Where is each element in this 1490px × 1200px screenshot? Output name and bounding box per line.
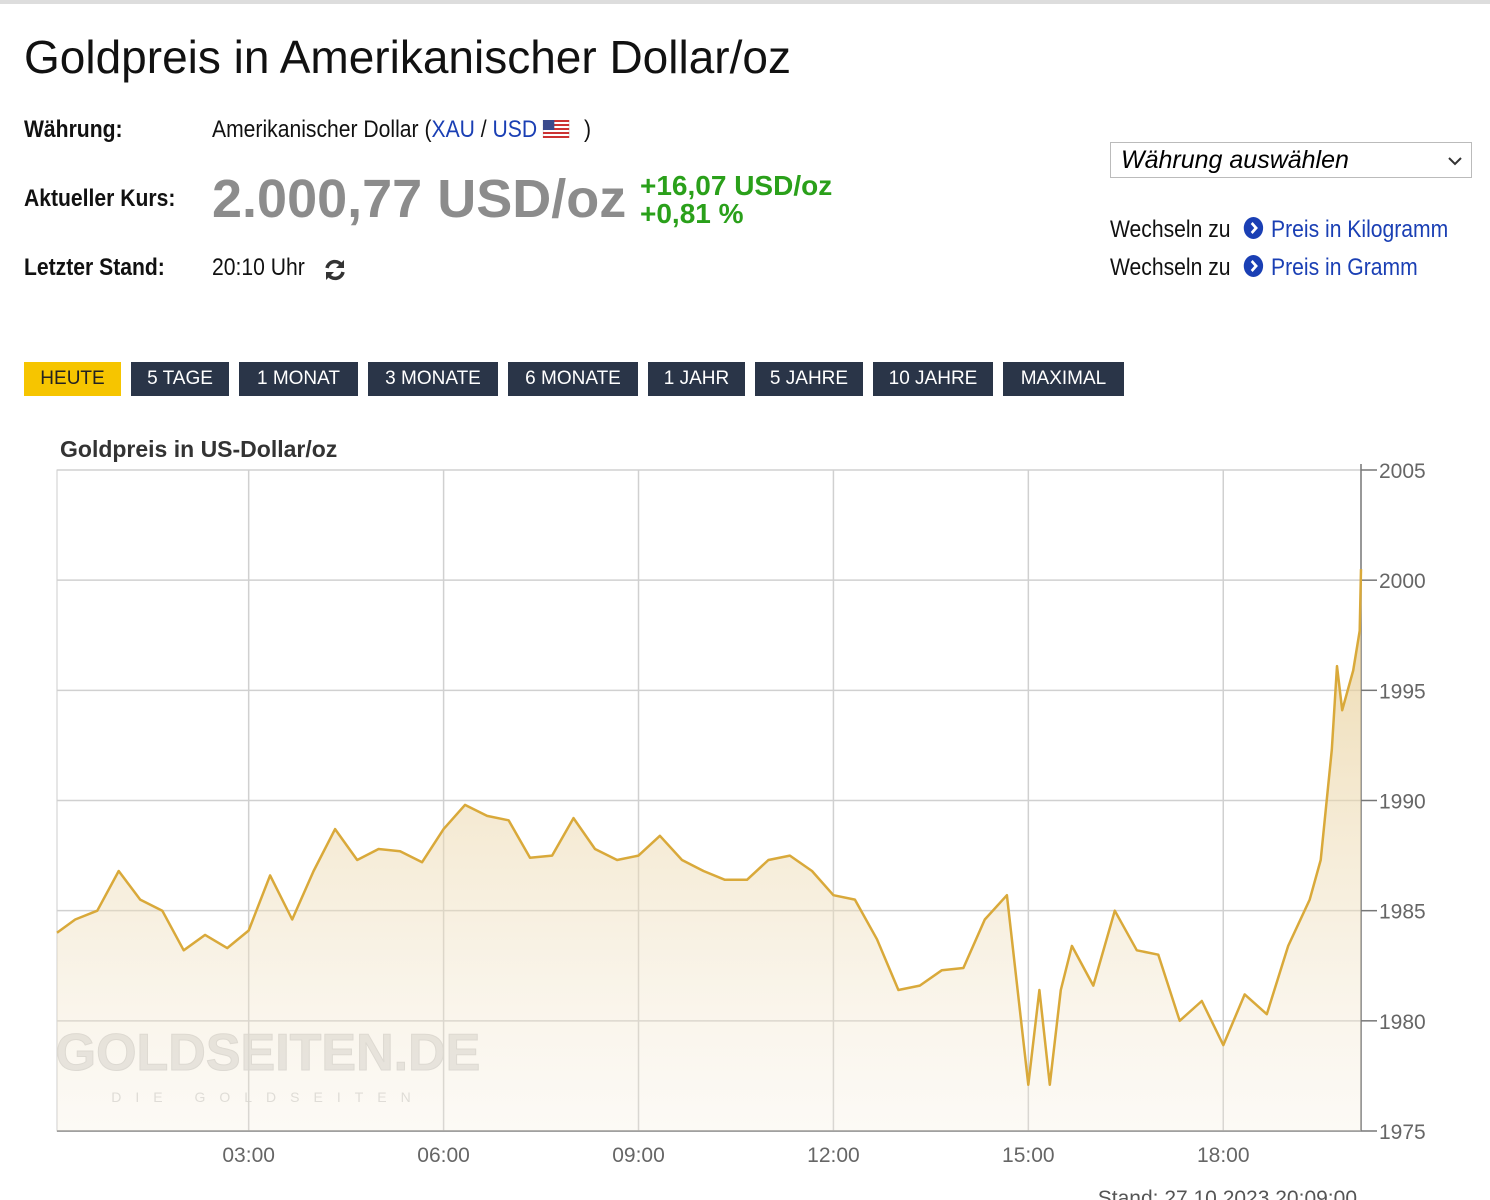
us-flag bbox=[542, 119, 570, 139]
switch-link[interactable]: Preis in Kilogramm bbox=[1271, 216, 1449, 243]
y-tick-label: 1975 bbox=[1379, 1121, 1426, 1144]
x-tick-label: 09:00 bbox=[612, 1144, 665, 1167]
area-fill bbox=[57, 569, 1361, 1131]
updated-label: Letzter Stand: bbox=[24, 254, 165, 281]
x-tick-label: 18:00 bbox=[1197, 1144, 1250, 1167]
top-border bbox=[0, 0, 1490, 4]
close-paren: ) bbox=[584, 116, 592, 143]
price-label: Aktueller Kurs: bbox=[24, 185, 176, 212]
arrow-icon bbox=[1243, 217, 1264, 239]
chart: Goldpreis in US-Dollar/oz GOLDSEITEN.DED… bbox=[55, 436, 1426, 1200]
refresh-icon[interactable] bbox=[322, 257, 348, 283]
price-line bbox=[56, 569, 1363, 1086]
change-percent: +0,81 % bbox=[640, 198, 744, 229]
y-tick-label: 2005 bbox=[1379, 460, 1426, 483]
range-tab[interactable]: 6 MONATE bbox=[508, 362, 638, 396]
y-tick-label: 2000 bbox=[1379, 570, 1426, 593]
arrow-icon bbox=[1243, 255, 1264, 277]
x-tick-label: 03:00 bbox=[222, 1144, 275, 1167]
x-tick-label: 12:00 bbox=[807, 1144, 860, 1167]
currency-label: Währung: bbox=[24, 116, 123, 143]
y-tick-label: 1985 bbox=[1379, 901, 1426, 924]
updated-time: 20:10 Uhr bbox=[212, 254, 305, 281]
dropdown-arrow bbox=[1448, 157, 1462, 166]
switch-prefix: Wechseln zu bbox=[1110, 254, 1231, 281]
range-tab[interactable]: MAXIMAL bbox=[1003, 362, 1124, 396]
range-tab[interactable]: 1 MONAT bbox=[239, 362, 358, 396]
y-tick-label: 1980 bbox=[1379, 1011, 1426, 1034]
range-tab[interactable]: 1 JAHR bbox=[648, 362, 745, 396]
change-absolute: +16,07 USD/oz bbox=[640, 170, 833, 201]
chart-title: Goldpreis in US-Dollar/oz bbox=[60, 436, 337, 462]
range-tab[interactable]: 3 MONATE bbox=[368, 362, 498, 396]
range-tab[interactable]: 10 JAHRE bbox=[873, 362, 993, 396]
current-price: 2.000,77 USD/oz bbox=[212, 169, 627, 229]
y-tick-label: 1995 bbox=[1379, 680, 1426, 703]
y-tick-label: 1990 bbox=[1379, 791, 1426, 814]
x-tick-label: 06:00 bbox=[417, 1144, 470, 1167]
currency-select[interactable]: Währung auswählen bbox=[1110, 142, 1472, 178]
slash: / bbox=[480, 116, 487, 143]
switch-row: Wechseln zu Preis in Kilogramm bbox=[1110, 216, 1448, 244]
currency-name: Amerikanischer Dollar ( bbox=[212, 116, 432, 143]
switch-prefix: Wechseln zu bbox=[1110, 216, 1231, 243]
range-tab[interactable]: 5 TAGE bbox=[131, 362, 229, 396]
chart-footer: Stand: 27.10.2023 20:09:00 bbox=[1098, 1187, 1357, 1200]
xau-link[interactable]: XAU bbox=[431, 116, 475, 143]
range-tab[interactable]: HEUTE bbox=[24, 362, 121, 396]
page-title: Goldpreis in Amerikanischer Dollar/oz bbox=[24, 31, 791, 83]
currency-info: Amerikanischer Dollar (XAU / USD ) bbox=[212, 116, 591, 144]
x-tick-label: 15:00 bbox=[1002, 1144, 1055, 1167]
select-text: Währung auswählen bbox=[1121, 146, 1349, 174]
switch-link[interactable]: Preis in Gramm bbox=[1271, 254, 1418, 281]
usd-link[interactable]: USD bbox=[492, 116, 538, 143]
range-tab[interactable]: 5 JAHRE bbox=[755, 362, 863, 396]
switch-row: Wechseln zu Preis in Gramm bbox=[1110, 254, 1418, 282]
